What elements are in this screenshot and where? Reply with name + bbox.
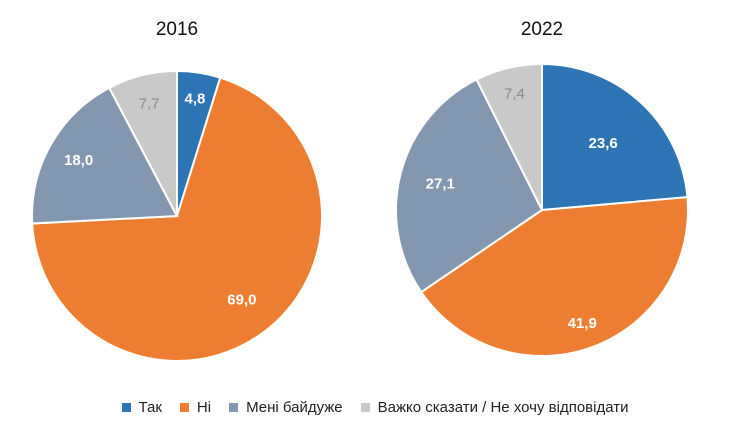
legend-swatch-indifferent — [229, 402, 239, 412]
data-label-2022-indifferent: 27,1 — [426, 176, 455, 193]
pie-slice-2016-indifferent — [31, 86, 179, 225]
legend: Так Ні Мені байдуже Важко сказати / Не х… — [0, 392, 750, 422]
chart-title-2016: 2016 — [156, 19, 198, 40]
legend-item-indifferent: Мені байдуже — [229, 399, 343, 416]
pie-slice-2016-hard-to-say — [107, 69, 178, 217]
legend-swatch-no — [179, 402, 189, 412]
data-label-2022-hard-to-say: 7,4 — [504, 86, 525, 103]
data-label-2022-yes: 23,6 — [589, 135, 618, 152]
data-label-2016-no: 69,0 — [227, 292, 256, 309]
data-label-2016-indifferent: 18,0 — [64, 152, 93, 169]
pie-charts-svg: 2016 4,8 69,0 18,0 7,7 2022 23,6 41,9 27,1 7,4 — [31, 19, 689, 362]
legend-label-no: Ні — [196, 398, 212, 416]
data-label-2022-no: 41,9 — [568, 315, 597, 332]
legend-swatch-hard-to-say — [360, 402, 370, 412]
chart-title-2022: 2022 — [521, 19, 563, 40]
pie-slice-2022-indifferent — [395, 78, 544, 294]
legend-item-yes: Так — [121, 398, 162, 416]
pie-slice-2016-no — [31, 76, 323, 362]
pie-slice-2022-no — [419, 196, 689, 357]
data-label-2016-hard-to-say: 7,7 — [139, 95, 160, 112]
legend-item-no: Ні — [179, 398, 212, 416]
legend-label-indifferent: Мені байдуже — [246, 398, 343, 416]
legend-label-hard-to-say: Важко сказати / Не хочу відповідати — [377, 398, 629, 416]
legend-label-yes: Так — [138, 398, 162, 416]
pie-slice-2022-yes — [541, 62, 689, 212]
legend-item-hard-to-say: Важко сказати / Не хочу відповідати — [360, 398, 629, 416]
pie-slice-2022-hard-to-say — [475, 62, 543, 211]
legend-swatch-yes — [121, 402, 131, 412]
data-label-2016-yes: 4,8 — [185, 90, 206, 107]
